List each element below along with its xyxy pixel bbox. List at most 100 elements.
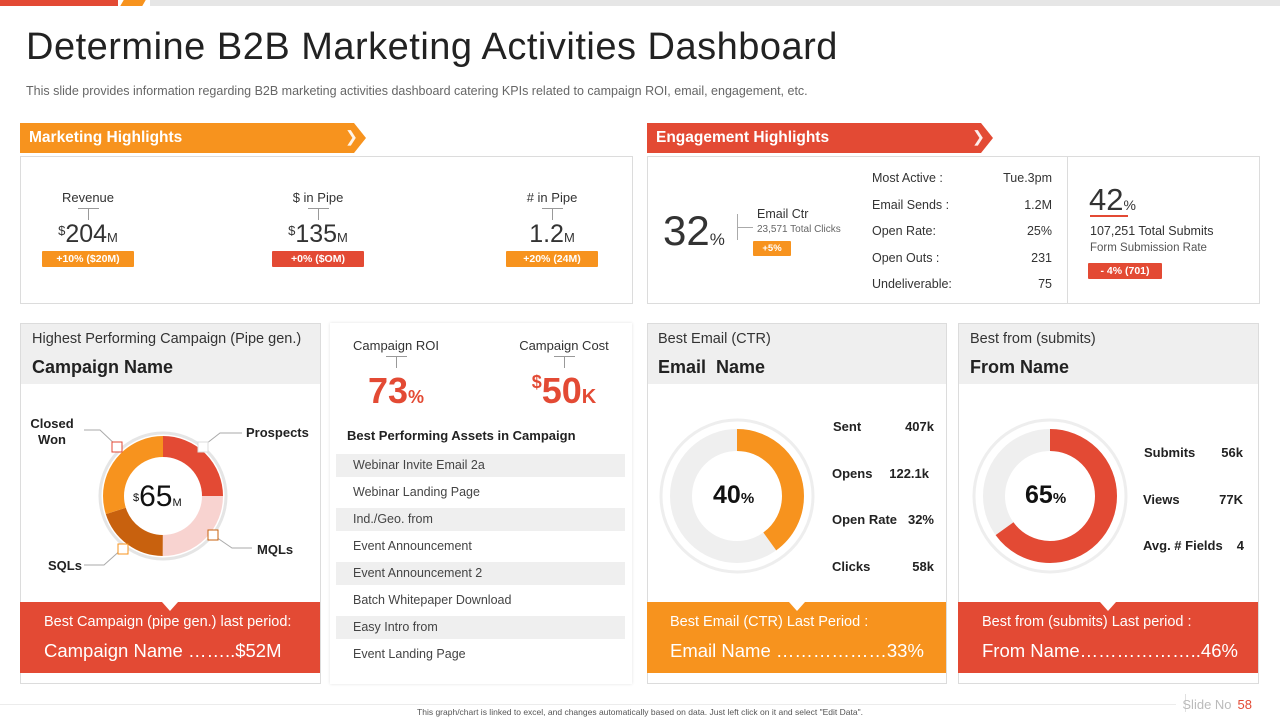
- kpi-label: # in Pipe: [526, 190, 578, 205]
- roi-value: 73%: [336, 370, 456, 412]
- from-donut-chart: [972, 418, 1128, 574]
- asset-item: Ind./Geo. from: [336, 508, 625, 531]
- submission-rate-unit: %: [1123, 197, 1136, 213]
- from-footer: Best from (submits) Last period : From N…: [958, 602, 1258, 673]
- email-ctr-number: 32: [663, 207, 710, 254]
- footer-note: This graph/chart is linked to excel, and…: [417, 707, 863, 717]
- cost-tick: [553, 356, 575, 368]
- kpi-number: 135: [295, 220, 338, 248]
- email-ctr-unit: %: [709, 230, 725, 249]
- row-label: Open Outs :: [872, 251, 940, 265]
- marker-mqls: [207, 529, 219, 541]
- cost-prefix: $: [531, 372, 542, 392]
- kpi-number: 204: [65, 220, 108, 248]
- from-percent-number: 65: [1025, 481, 1053, 509]
- marketing-highlights-banner: Marketing Highlights ❯: [20, 123, 366, 153]
- from-card-subtitle: Best from (submits): [970, 331, 1096, 347]
- from-card-header: [959, 324, 1258, 384]
- roi-tick: [385, 356, 407, 368]
- row-label: Most Active :: [872, 171, 943, 185]
- row-value: 75: [1038, 277, 1052, 291]
- kpi-prefix: $: [288, 223, 296, 238]
- from-percent-unit: %: [1052, 490, 1067, 507]
- email-ctr-connector: [737, 227, 753, 228]
- label-sqls: SQLs: [48, 558, 82, 573]
- from-stat-submits-label: Submits: [1144, 445, 1196, 460]
- submission-underline: [1090, 215, 1128, 217]
- campaign-card-name: Campaign Name: [32, 357, 174, 377]
- campaign-footer-line2: Campaign Name ……..$52M: [44, 640, 282, 661]
- cost-number: 50: [541, 370, 582, 411]
- campaign-footer-line1: Best Campaign (pipe gen.) last period:: [44, 614, 292, 630]
- page-title: Determine B2B Marketing Activities Dashb…: [26, 26, 838, 68]
- kpi-value: 1.2M: [492, 220, 612, 249]
- email-ctr-sub: 23,571 Total Clicks: [757, 224, 841, 235]
- kpi-label: $ in Pipe: [292, 190, 344, 205]
- email-stat-open-rate-label: Open Rate: [832, 512, 898, 527]
- cost-label: Campaign Cost: [519, 338, 609, 353]
- donut-segment-sqls: [103, 436, 223, 556]
- kpi-tick: [541, 208, 563, 220]
- slide-no-divider: [1185, 694, 1186, 712]
- marketing-highlights-panel: [20, 156, 633, 304]
- roi-number: 73: [367, 370, 409, 411]
- email-stat-clicks-value: 58k: [912, 559, 934, 574]
- chevron-right-icon: ❯: [345, 129, 358, 146]
- submission-rate-value: 42%: [1089, 182, 1136, 218]
- email-footer: Best Email (CTR) Last Period : Email Nam…: [647, 602, 946, 673]
- from-percent: 65%: [1025, 481, 1066, 510]
- label-closed-won: Closed Won: [30, 416, 74, 448]
- row-value: 25%: [1026, 224, 1052, 238]
- engagement-row-undeliverable: Undeliverable: 75: [872, 277, 1052, 291]
- row-label: Undeliverable:: [872, 277, 952, 291]
- email-percent-number: 40: [713, 481, 741, 509]
- submission-rate-number: 42: [1089, 182, 1124, 217]
- label-mqls: MQLs: [257, 542, 294, 557]
- kpi-badge: +20% (24M): [506, 251, 598, 267]
- label-prospects: Prospects: [246, 425, 309, 440]
- engagement-row-email-sends: Email Sends : 1.2M: [872, 198, 1052, 212]
- marker-closed-won: [111, 441, 123, 453]
- leader-closed-won: [84, 429, 119, 448]
- leader-mqls: [212, 534, 252, 549]
- engagement-highlights-panel: [647, 156, 1260, 304]
- kpi-dollar-in-pipe: $ in Pipe $135M +0% ($OM): [258, 190, 378, 267]
- footer-rule: [0, 704, 1176, 705]
- footer-notch: [1100, 602, 1116, 611]
- from-stat-fields-value: 4: [1236, 538, 1244, 553]
- slide-number-label: Slide No: [1182, 697, 1232, 712]
- kpi-unit: M: [337, 230, 348, 245]
- email-donut-arc: [670, 429, 804, 563]
- asset-item: Easy Intro from: [336, 616, 625, 639]
- email-stat-sent-value: 407k: [905, 419, 934, 434]
- campaign-cost: Campaign Cost $50K: [504, 338, 624, 412]
- kpi-revenue: Revenue $204M +10% ($20M): [28, 190, 148, 267]
- asset-item: Event Landing Page: [353, 647, 466, 661]
- asset-item: Webinar Landing Page: [353, 485, 480, 499]
- assets-title: Best Performing Assets in Campaign: [347, 428, 576, 443]
- top-bar-gray: [150, 0, 1280, 6]
- top-bar-red: [0, 0, 118, 6]
- marker-prospects: [197, 441, 209, 453]
- email-ctr-badge: +5%: [753, 241, 791, 256]
- top-bar-orange: [120, 0, 146, 6]
- donut-segment-prospects: [103, 436, 223, 556]
- kpi-number: 1.2: [529, 220, 564, 248]
- engagement-highlights-banner: Engagement Highlights ❯: [647, 123, 993, 153]
- from-stat-views-value: 77K: [1219, 492, 1243, 507]
- email-stat-opens-label: Opens: [832, 466, 873, 481]
- from-stat-submits-value: 56k: [1221, 445, 1243, 460]
- campaign-donut-center: $65M: [133, 480, 182, 514]
- email-card-header: [648, 324, 946, 384]
- row-label: Open Rate:: [872, 224, 936, 238]
- kpi-unit: M: [563, 230, 575, 245]
- slide-number-value: 58: [1237, 697, 1252, 712]
- cost-unit: K: [581, 386, 597, 408]
- from-footer-line2: From Name………………..46%: [982, 640, 1238, 661]
- asset-item: Batch Whitepaper Download: [353, 593, 512, 607]
- marketing-highlights-title: Marketing Highlights: [29, 129, 183, 146]
- email-card-name: Email Name: [658, 357, 766, 377]
- email-stat-clicks-label: Clicks: [832, 559, 871, 574]
- email-footer-line2: Email Name ………………33%: [670, 640, 924, 661]
- kpi-badge: +0% ($OM): [272, 251, 364, 267]
